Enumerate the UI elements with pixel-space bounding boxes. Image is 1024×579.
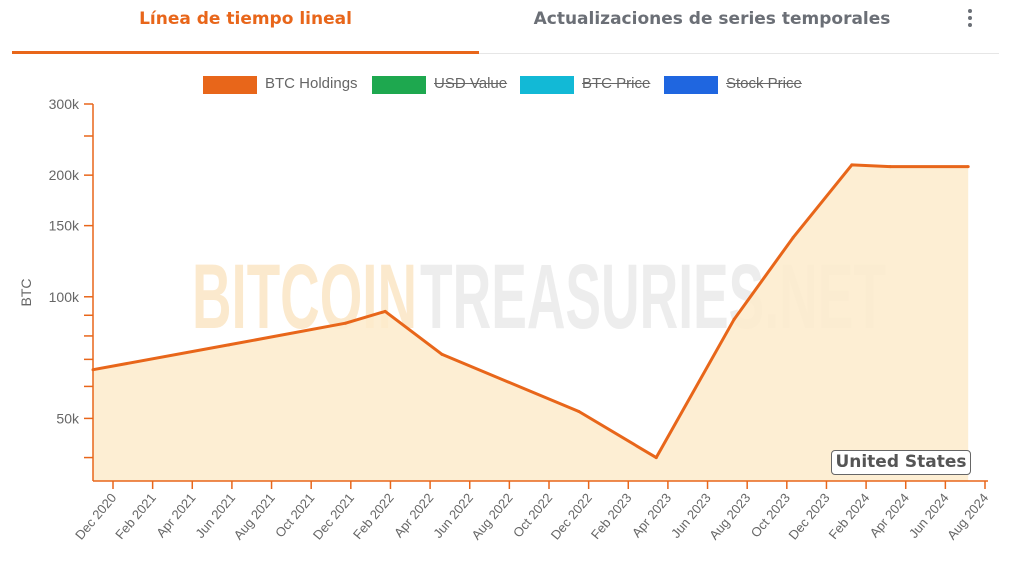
data-point-btc-holdings — [344, 321, 348, 325]
y-tick-label: 100k — [49, 289, 80, 305]
series-area-btc-holdings — [93, 164, 969, 481]
tab-linear-timeline[interactable]: Línea de tiempo lineal — [12, 0, 479, 54]
data-point-btc-holdings — [791, 236, 795, 240]
data-point-btc-holdings — [383, 309, 387, 313]
y-axis-label: BTC — [18, 279, 34, 307]
x-tick-label: Aug 2021 — [231, 490, 278, 542]
x-tick-label: Dec 2022 — [548, 490, 595, 542]
tab-bar-divider — [479, 53, 999, 54]
tab-time-series-updates[interactable]: Actualizaciones de series temporales — [533, 9, 891, 29]
y-tick-label: 200k — [49, 167, 80, 183]
legend-label-stock-price: Stock Price — [726, 75, 802, 92]
data-point-btc-holdings — [966, 165, 970, 169]
x-tick-label: Apr 2023 — [629, 490, 674, 540]
x-tick-label: Apr 2024 — [867, 490, 912, 540]
x-tick-label: Aug 2022 — [468, 490, 515, 542]
x-tick-label: Feb 2021 — [112, 490, 159, 542]
plot-area — [91, 163, 970, 481]
x-tick-label: Feb 2023 — [588, 490, 635, 542]
data-point-btc-holdings — [732, 317, 736, 321]
legend-swatch-stock-price — [664, 76, 718, 94]
data-point-btc-holdings — [227, 343, 231, 347]
more-vertical-icon[interactable] — [958, 6, 982, 32]
y-tick-label: 150k — [49, 218, 80, 234]
y-tick-label: 300k — [49, 96, 80, 112]
legend-swatch-usd-value — [372, 76, 426, 94]
x-tick-label: Dec 2023 — [785, 490, 832, 542]
x-tick-label: Apr 2021 — [153, 490, 198, 540]
x-tick-label: Dec 2021 — [310, 490, 357, 542]
x-tick-label: Feb 2022 — [350, 490, 397, 542]
legend-label-usd-value: USD Value — [434, 75, 508, 92]
chart-legend: BTC Holdings USD Value BTC Price Stock P… — [0, 74, 1024, 96]
data-point-btc-holdings — [577, 410, 581, 414]
data-point-btc-holdings — [654, 456, 658, 460]
series-line-btc-holdings — [92, 163, 969, 460]
country-badge: United States — [831, 450, 971, 475]
data-point-btc-holdings — [850, 163, 854, 167]
data-point-btc-holdings — [440, 352, 444, 356]
x-tick-label: Apr 2022 — [391, 490, 436, 540]
x-tick-label: Aug 2024 — [944, 490, 991, 542]
x-tick-label: Feb 2024 — [826, 490, 873, 542]
data-point-btc-holdings — [888, 165, 892, 169]
legend-swatch-btc-holdings — [203, 76, 257, 94]
legend-label-btc-holdings: BTC Holdings — [265, 75, 358, 92]
x-tick-label: Dec 2020 — [72, 490, 119, 542]
x-tick-label: Aug 2023 — [706, 490, 753, 542]
legend-swatch-btc-price — [520, 76, 574, 94]
tab-bar: Línea de tiempo lineal Actualizaciones d… — [0, 0, 1024, 54]
y-tick-label: 50k — [56, 410, 80, 426]
legend-label-btc-price: BTC Price — [582, 75, 651, 92]
